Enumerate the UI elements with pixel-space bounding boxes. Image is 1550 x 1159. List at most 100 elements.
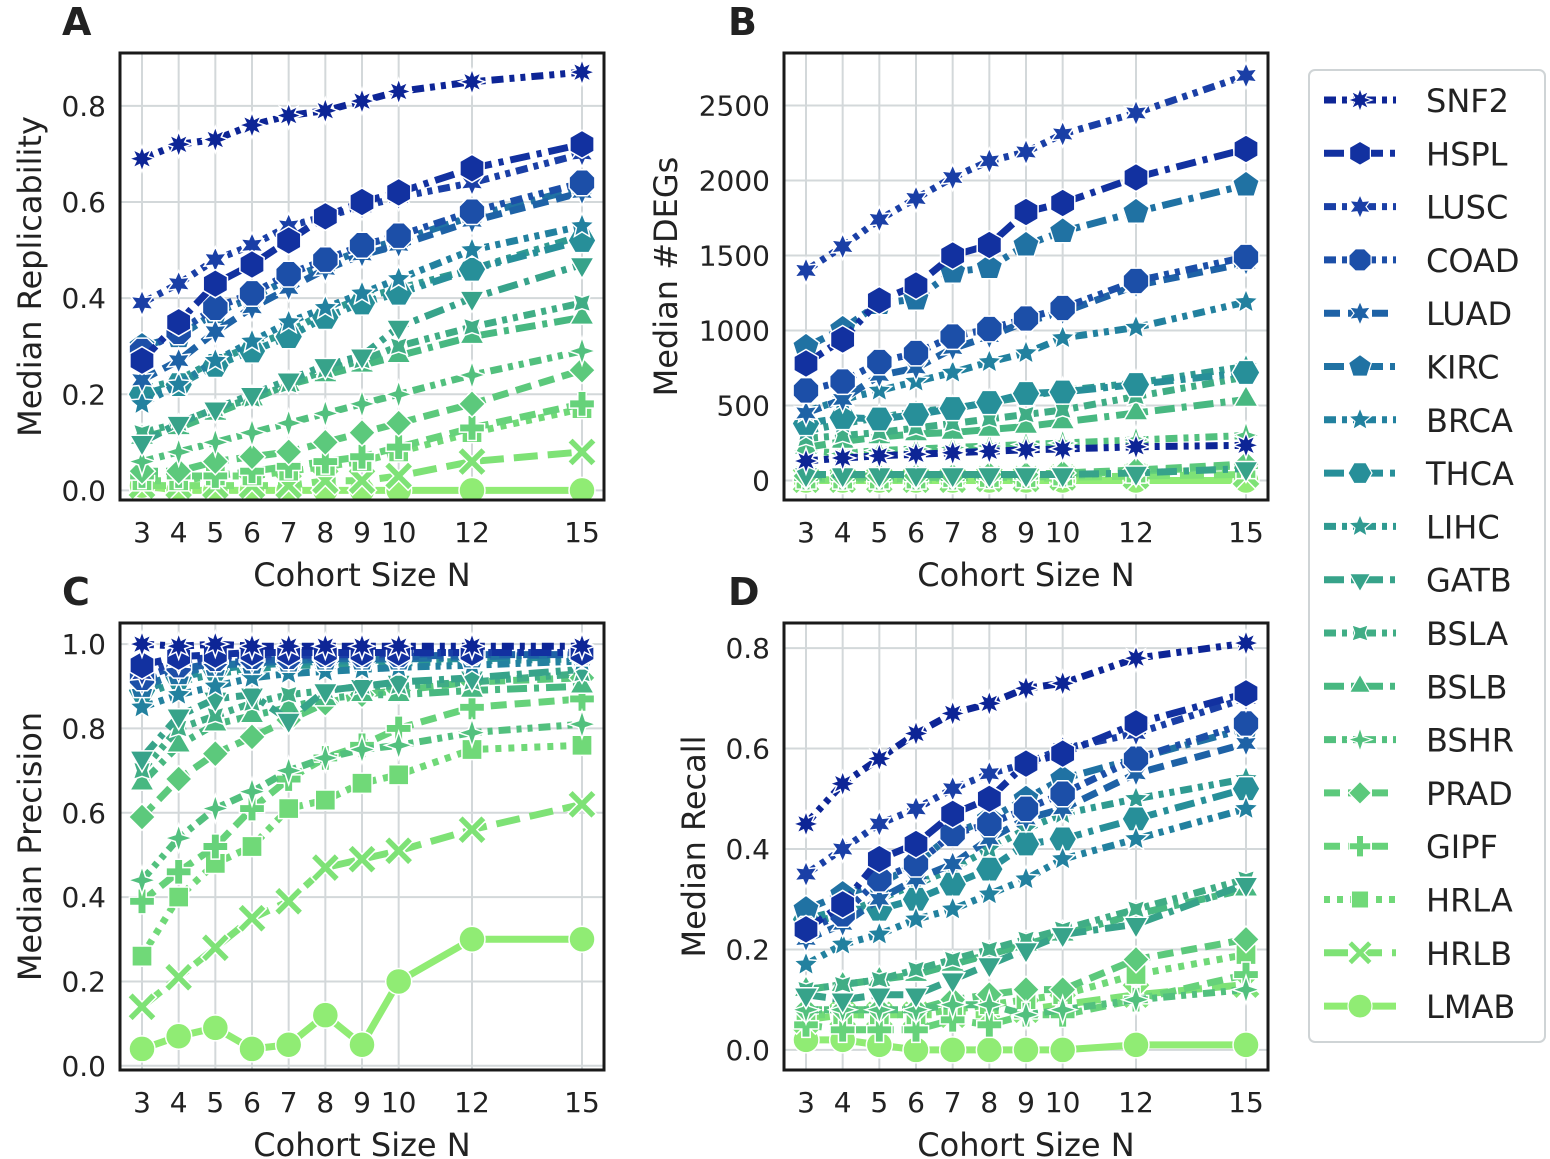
data-point <box>346 843 378 875</box>
data-point <box>1122 744 1150 773</box>
data-point <box>241 835 263 858</box>
data-point <box>458 476 486 500</box>
series-line <box>139 720 583 883</box>
data-point <box>128 1035 156 1063</box>
y-tick-label: 500 <box>717 390 770 423</box>
data-point <box>165 708 193 732</box>
y-tick-label: 1.0 <box>61 628 106 661</box>
x-tick-label: 7 <box>280 516 298 549</box>
x-tick-label: 8 <box>980 516 998 549</box>
data-point <box>974 436 1005 467</box>
series-line <box>805 971 1247 1034</box>
data-point <box>455 358 489 392</box>
data-point <box>387 763 410 786</box>
series-line <box>140 179 583 355</box>
data-point <box>348 1030 376 1059</box>
series-line <box>804 805 1247 968</box>
data-point <box>902 1036 930 1064</box>
data-point <box>237 722 267 752</box>
plot-frame <box>118 51 606 502</box>
data-point <box>1016 404 1036 425</box>
data-point <box>793 255 819 286</box>
y-tick-label: 2500 <box>699 90 770 123</box>
data-point <box>456 630 488 662</box>
series-gatb <box>792 876 1260 1016</box>
data-point <box>275 225 302 256</box>
data-point <box>975 1035 1004 1064</box>
data-point <box>201 400 229 425</box>
series-snf2 <box>126 628 598 662</box>
legend-item: GATB <box>1324 562 1512 600</box>
x-tick-label: 3 <box>133 1086 151 1119</box>
legend-label: SNF2 <box>1426 82 1509 120</box>
x-tick-label: 10 <box>381 516 417 549</box>
legend-marker <box>1348 193 1372 221</box>
legend-item: LUSC <box>1324 189 1508 227</box>
y-tick-label: 0.4 <box>61 282 106 315</box>
data-point <box>311 1001 340 1029</box>
data-point <box>127 802 157 832</box>
data-point <box>129 364 155 395</box>
data-point <box>1122 916 1150 940</box>
data-point <box>163 129 194 160</box>
series-brca <box>791 793 1261 977</box>
series-hspl <box>129 129 595 376</box>
data-point <box>202 268 229 299</box>
data-point <box>864 743 895 774</box>
data-point <box>237 662 267 690</box>
data-point <box>236 630 268 662</box>
data-point <box>457 256 487 283</box>
data-point <box>976 146 1003 176</box>
series-lmab <box>128 925 596 1063</box>
data-point <box>1231 287 1261 315</box>
data-point <box>1046 993 1080 1027</box>
data-point <box>273 100 304 131</box>
panel-a: A 3 4 5 6 7 8 9 10 12 15 0.0 0.2 0.4 0.6 0.8 Cohort Siz… <box>11 0 606 594</box>
data-point <box>164 456 194 486</box>
data-point <box>903 864 929 894</box>
y-tick-label: 0.0 <box>725 1034 770 1067</box>
data-point <box>565 707 599 741</box>
data-point <box>1121 806 1151 832</box>
data-point <box>975 956 1003 980</box>
data-point <box>129 650 155 681</box>
data-point <box>383 835 415 867</box>
data-point <box>165 307 192 338</box>
data-point <box>1121 197 1151 225</box>
x-tick-label: 10 <box>1045 516 1081 549</box>
data-point <box>348 348 376 372</box>
series-line <box>805 885 1247 994</box>
x-tick-label: 12 <box>1118 516 1154 549</box>
panel-c: C 3 4 5 6 7 8 9 10 12 15 0.0 0.2 0.4 0.6 0.8 1.0 Cohort … <box>11 570 606 1159</box>
data-point <box>1233 134 1259 164</box>
data-point <box>384 967 413 996</box>
legend-label: LUAD <box>1426 295 1512 333</box>
series-hspl <box>793 134 1259 379</box>
data-point <box>1121 312 1151 340</box>
legend-label: LMAB <box>1426 988 1515 1026</box>
data-point <box>567 211 597 239</box>
data-point <box>975 1011 1003 1039</box>
data-point <box>1047 826 1078 852</box>
legend-label: BSLA <box>1426 615 1508 653</box>
data-point <box>462 317 482 337</box>
data-point <box>348 231 376 259</box>
y-tick-label: 0.2 <box>61 378 106 411</box>
data-point <box>903 353 929 383</box>
data-point <box>865 986 893 1011</box>
data-point <box>937 698 968 729</box>
data-point <box>975 315 1004 343</box>
data-point <box>1011 338 1041 366</box>
panel-letter-a: A <box>62 0 92 44</box>
data-point <box>458 414 486 442</box>
y-axis-label: Median #DEGs <box>647 157 685 397</box>
data-point <box>1122 465 1150 489</box>
data-point <box>568 169 596 197</box>
y-tick-label: 0.2 <box>725 933 770 966</box>
data-point <box>200 447 230 476</box>
legend-label: BRCA <box>1426 402 1513 440</box>
data-point <box>1012 795 1040 823</box>
series-line <box>805 373 1247 442</box>
data-point <box>347 418 377 448</box>
series-line <box>142 366 584 475</box>
